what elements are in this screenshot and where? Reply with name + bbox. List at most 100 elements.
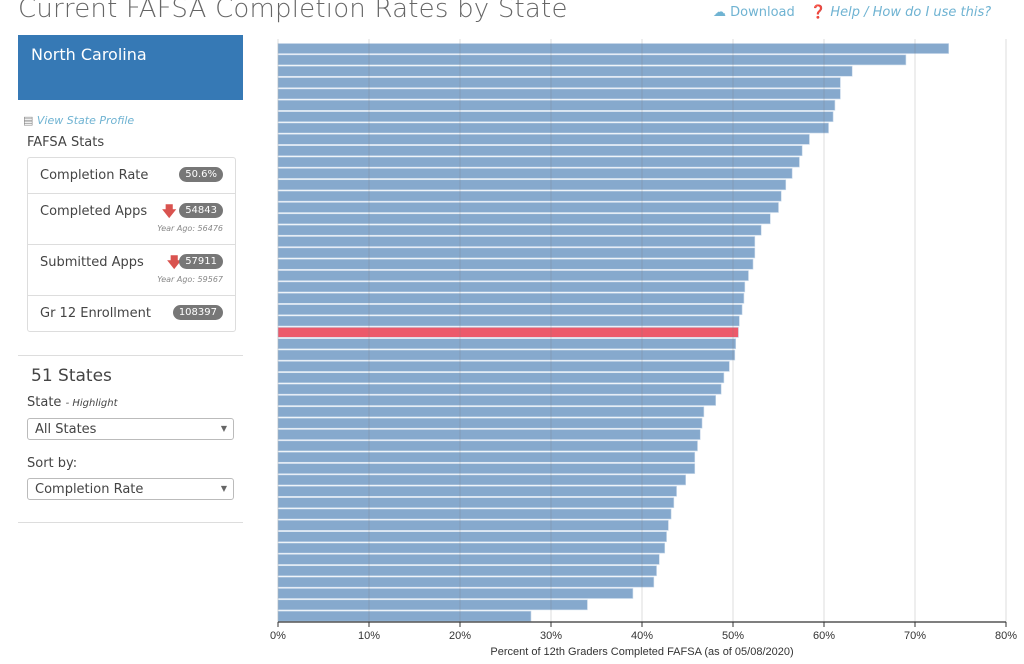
cloud-download-icon: ☁ (713, 5, 726, 20)
bar (277, 474, 686, 486)
bar (277, 43, 949, 54)
tick-label: 50% (722, 630, 744, 642)
divider (18, 522, 243, 523)
tick-label: 60% (813, 630, 835, 642)
arrow-down-icon: 🡇 (167, 255, 182, 271)
bar (277, 145, 803, 157)
help-link[interactable]: ❓ Help / How do I use this? (810, 5, 991, 20)
bar (277, 463, 696, 474)
state-select-value: All States (35, 422, 97, 437)
caret-down-icon: ▼ (220, 484, 227, 493)
bar (277, 349, 736, 361)
view-state-profile-link[interactable]: ▤ View State Profile (23, 114, 134, 127)
sort-select[interactable]: Completion Rate ▼ (27, 478, 234, 500)
page-title: Current FAFSA Completion Rates by State (18, 0, 568, 24)
view-profile-label: View State Profile (36, 114, 135, 127)
stat-badge: 57911 (179, 254, 223, 269)
download-link[interactable]: ☁ Download (713, 5, 795, 20)
highlighted-bar (277, 327, 739, 338)
bar (277, 610, 532, 622)
bar (277, 520, 669, 531)
bar (277, 292, 745, 304)
state-label: State (27, 395, 62, 410)
bar (277, 99, 836, 111)
question-circle-icon: ❓ (810, 5, 827, 20)
bar (277, 485, 677, 497)
arrow-down-icon: 🡇 (162, 204, 177, 220)
bar (277, 542, 666, 554)
download-label: Download (730, 5, 795, 20)
table-icon: ▤ (23, 114, 34, 127)
bar (277, 315, 740, 327)
bar (277, 304, 743, 315)
bar (277, 122, 829, 134)
tick-label: 0% (270, 630, 286, 642)
stat-badge: 50.6% (179, 167, 223, 182)
tick-label: 30% (540, 630, 562, 642)
stat-label: Completed Apps (40, 204, 148, 219)
bar (277, 440, 698, 452)
stat-completion-rate: Completion Rate 50.6% (28, 158, 235, 194)
bar (277, 588, 634, 599)
bar (277, 497, 675, 508)
bar (277, 395, 717, 406)
stat-label: Completion Rate (40, 168, 149, 183)
bar (277, 88, 841, 100)
help-label: Help / How do I use this? (830, 5, 992, 20)
bar (277, 417, 703, 429)
bar (277, 134, 810, 145)
fafsa-stats-heading: FAFSA Stats (27, 135, 105, 150)
bar (277, 247, 756, 259)
caret-down-icon: ▼ (220, 424, 227, 433)
bar (277, 281, 746, 293)
bar (277, 156, 800, 168)
year-ago: Year Ago: 56476 (157, 224, 223, 233)
stat-completed-apps: Completed Apps 🡇 54843 Year Ago: 56476 (28, 194, 235, 245)
year-ago: Year Ago: 59567 (157, 275, 223, 284)
bar (277, 202, 779, 213)
sort-label: Sort by: (27, 456, 78, 471)
bar (277, 531, 667, 543)
stats-list: Completion Rate 50.6% Completed Apps 🡇 5484… (27, 157, 236, 332)
bar (277, 168, 793, 179)
stat-gr12-enrollment: Gr 12 Enrollment 108397 (28, 296, 235, 331)
stat-badge: 54843 (179, 203, 223, 218)
state-header: North Carolina (18, 35, 243, 100)
tick-label: 40% (631, 630, 653, 642)
bar (277, 65, 853, 77)
bar (277, 451, 696, 463)
stat-label: Submitted Apps (40, 255, 144, 270)
bar (277, 258, 754, 270)
bar (277, 565, 657, 577)
bar (277, 361, 730, 372)
tick-label: 80% (995, 630, 1017, 642)
bar (277, 576, 655, 588)
sort-select-value: Completion Rate (35, 482, 144, 497)
stat-label: Gr 12 Enrollment (40, 306, 151, 321)
tick-label: 10% (358, 630, 380, 642)
bar (277, 599, 588, 611)
bar (277, 179, 787, 191)
stat-badge: 108397 (172, 305, 223, 320)
tick-label: 70% (904, 630, 926, 642)
bar (277, 213, 771, 225)
stat-submitted-apps: Submitted Apps 🡇 57911 Year Ago: 59567 (28, 245, 235, 296)
bar (277, 429, 701, 440)
state-filter-label: State - Highlight (27, 395, 118, 410)
state-hint: - Highlight (65, 398, 118, 409)
bar (277, 54, 907, 66)
bar (277, 406, 705, 418)
bar (277, 338, 737, 350)
bar (277, 554, 660, 565)
bar (277, 236, 756, 247)
state-count: 51 States (31, 366, 112, 386)
tick-label: 20% (449, 630, 471, 642)
bar (277, 77, 841, 88)
divider (18, 355, 243, 356)
bar (277, 270, 749, 281)
bar (277, 111, 834, 122)
bar (277, 190, 782, 202)
bar (277, 508, 672, 520)
state-select[interactable]: All States ▼ (27, 418, 234, 440)
